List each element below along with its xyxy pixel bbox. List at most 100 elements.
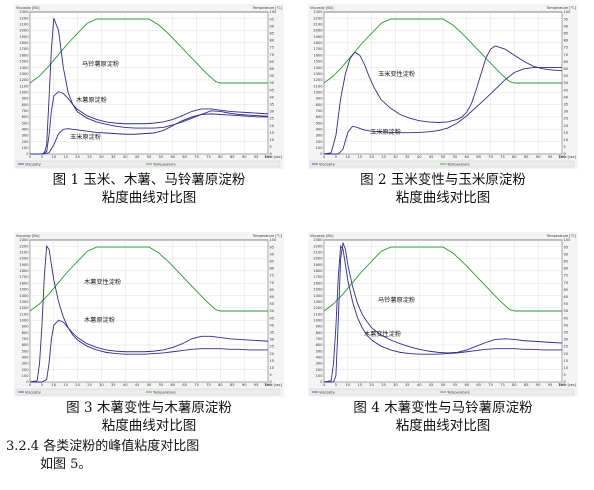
viscosity-series-line	[29, 244, 268, 383]
y2-tick-label: 45	[564, 88, 569, 92]
y-tick-label: 200	[316, 140, 324, 144]
y-tick-label: 1100	[19, 312, 29, 316]
series-annotation: 玉米原淀粉	[370, 128, 401, 136]
temperature-line	[29, 18, 268, 84]
viscosity-chart-4: 0 5 10 15 20 25 30 35 40 45 50 55 60 65 70 75 80 85 90 95 10…	[308, 232, 578, 397]
x-tick-label: 45	[429, 383, 434, 387]
x-tick-label: 75	[500, 383, 505, 387]
x-axis-title: Time [sec]	[557, 383, 576, 387]
y2-tick-label: 40	[270, 323, 275, 327]
figure-caption-3: 图 3 木薯变性与木薯原淀粉 粘度曲线对比图	[14, 399, 284, 435]
y2-tick-label: 5	[270, 145, 272, 149]
x-tick-label: 40	[417, 155, 422, 159]
y2-tick-label: 50	[270, 81, 275, 85]
y-tick-label: 800	[22, 331, 30, 335]
y-tick-label: 1400	[313, 294, 323, 298]
series-annotation: 马铃薯原淀粉	[82, 60, 119, 68]
y-tick-label: 600	[22, 115, 30, 119]
y-tick-label: 1200	[19, 306, 29, 310]
y2-tick-label: 55	[564, 302, 569, 306]
x-tick-label: 55	[453, 383, 458, 387]
viscosity-series-line	[323, 244, 562, 383]
y-tick-label: 2100	[313, 23, 323, 27]
figure-caption-1-line1: 图 1 玉米、木薯、马铃薯原淀粉	[52, 172, 246, 188]
y-tick-label: 500	[316, 121, 324, 125]
x-tick-label: 85	[230, 383, 235, 387]
x-tick-label: 0	[29, 155, 32, 159]
y2-tick-label: 10	[564, 366, 569, 370]
y-tick-label: 0	[320, 152, 323, 156]
figure-caption-1: 图 1 玉米、木薯、马铃薯原淀粉 粘度曲线对比图	[14, 171, 284, 207]
x-tick-label: 45	[135, 383, 140, 387]
x-tick-label: 65	[182, 155, 187, 159]
y2-tick-label: 100	[270, 10, 278, 14]
x-tick-label: 55	[159, 383, 164, 387]
y-tick-label: 1300	[19, 72, 29, 76]
y2-tick-label: 60	[564, 67, 569, 71]
x-tick-label: 25	[87, 155, 92, 159]
y2-tick-label: 20	[270, 124, 275, 128]
x-tick-label: 45	[429, 155, 434, 159]
y2-tick-label: 25	[564, 345, 569, 349]
y2-tick-label: 35	[270, 103, 275, 107]
viscosity-series-line	[30, 18, 269, 155]
x-tick-label: 40	[123, 155, 128, 159]
viscosity-series-line	[324, 67, 562, 155]
y-tick-label: 600	[316, 343, 324, 347]
y-tick-label: 1000	[313, 90, 323, 94]
y-tick-label: 1000	[313, 318, 323, 322]
y2-tick-label: 70	[564, 53, 569, 57]
x-tick-label: 70	[194, 155, 199, 159]
y2-tick-label: 80	[270, 267, 275, 271]
x-tick-label: 60	[171, 383, 176, 387]
x-tick-label: 90	[536, 383, 541, 387]
x-tick-label: 75	[500, 155, 505, 159]
x-tick-label: 10	[52, 155, 57, 159]
y2-tick-label: 40	[270, 95, 275, 99]
y-tick-label: 1800	[19, 269, 29, 273]
x-tick-label: 45	[135, 155, 140, 159]
y-tick-label: 900	[316, 325, 324, 329]
y-tick-label: 1500	[313, 60, 323, 64]
figure-caption-1-line2: 粘度曲线对比图	[101, 190, 197, 206]
y2-tick-label: 95	[270, 17, 275, 21]
x-tick-label: 15	[357, 383, 362, 387]
y-tick-label: 2200	[313, 16, 323, 20]
y2-tick-label: 95	[270, 245, 275, 249]
y-tick-label: 800	[22, 103, 30, 107]
y2-tick-label: 100	[270, 238, 278, 242]
y2-tick-label: 60	[270, 67, 275, 71]
y-tick-label: 2200	[19, 16, 29, 20]
x-tick-label: 80	[512, 383, 517, 387]
y-tick-label: 1900	[19, 263, 29, 267]
x-tick-label: 5	[41, 155, 43, 159]
y2-tick-label: 25	[564, 117, 569, 121]
y-tick-label: 200	[316, 368, 324, 372]
y2-tick-label: 75	[270, 274, 275, 278]
y2-tick-label: 55	[270, 74, 275, 78]
y-tick-label: 300	[22, 362, 30, 366]
x-tick-label: 95	[548, 383, 553, 387]
y2-tick-label: 10	[270, 366, 275, 370]
y2-tick-label: 15	[564, 359, 569, 363]
y-tick-label: 100	[22, 374, 30, 378]
y-tick-label: 400	[22, 356, 30, 360]
series-annotation: 马铃薯原淀粉	[378, 296, 415, 304]
y2-axis-title: Temperature [°C]	[252, 234, 283, 238]
y-tick-label: 1300	[19, 300, 29, 304]
legend-temperature-label: Temperature	[446, 390, 471, 394]
y-tick-label: 1700	[313, 275, 323, 279]
y-tick-label: 500	[22, 121, 30, 125]
y-tick-label: 400	[22, 128, 30, 132]
x-tick-label: 100	[265, 383, 273, 387]
x-tick-label: 90	[242, 155, 247, 159]
y-tick-label: 2200	[19, 244, 29, 248]
y-tick-label: 2300	[313, 238, 323, 242]
figure-caption-3-line2: 粘度曲线对比图	[101, 418, 197, 434]
y2-tick-label: 55	[270, 302, 275, 306]
chart-panel-2: 0 5 10 15 20 25 30 35 40 45 50 55 60 65 70 75 80 85 90 95 10…	[308, 4, 578, 169]
x-tick-label: 35	[405, 155, 410, 159]
y-tick-label: 300	[22, 134, 30, 138]
y-tick-label: 1000	[19, 318, 29, 322]
y-tick-label: 400	[316, 356, 324, 360]
